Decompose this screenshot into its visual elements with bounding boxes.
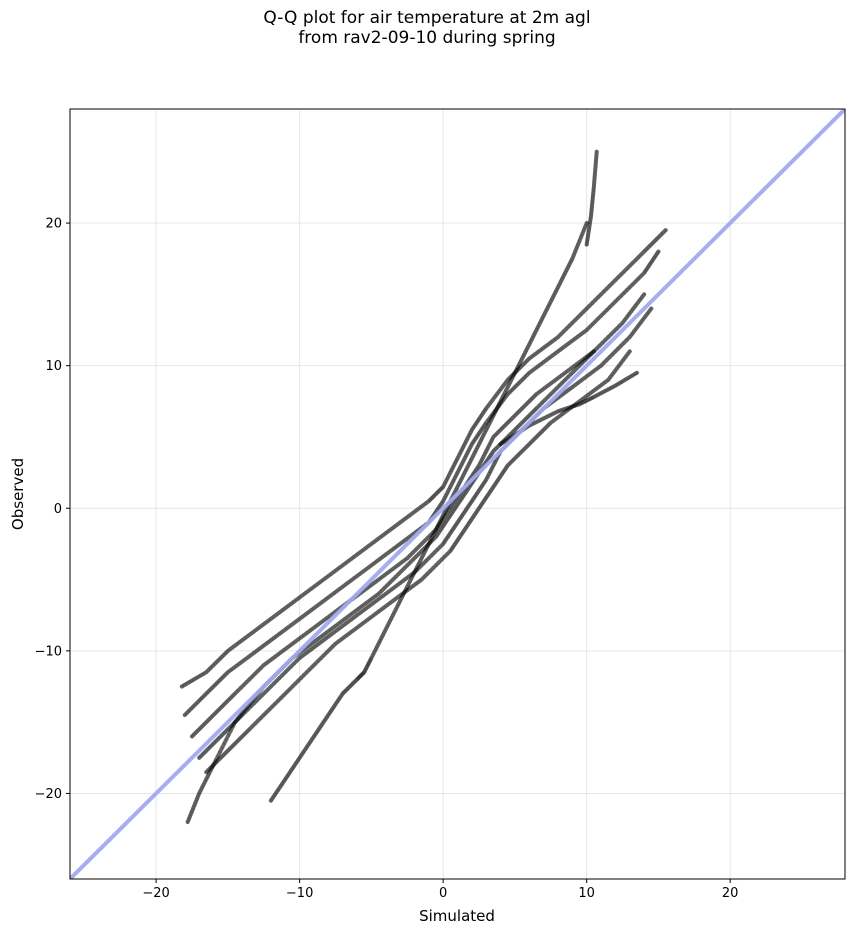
y-tick-label-0: −20: [35, 787, 62, 802]
reference-line-group: [70, 109, 845, 879]
x-axis-label: Simulated: [419, 907, 495, 925]
y-tick-label-4: 20: [45, 217, 62, 232]
reference-line: [70, 109, 845, 879]
series-5-curve: [185, 349, 596, 824]
series-0-curve: [179, 228, 668, 689]
series-6-curve: [268, 221, 589, 803]
chart-title-line-1: Q-Q plot for air temperature at 2m agl: [263, 8, 591, 28]
chart-title: Q-Q plot for air temperature at 2m agl f…: [0, 8, 854, 48]
x-tick-label-2: 0: [439, 886, 447, 901]
x-tick-label-0: −20: [142, 886, 169, 901]
series-1-curve: [182, 249, 661, 717]
series-3-curve: [197, 306, 654, 760]
chart-title-line-2: from rav2-09-10 during spring: [298, 28, 556, 48]
data-points: [179, 149, 668, 825]
y-axis-label: Observed: [9, 458, 27, 530]
series-7-curve: [498, 370, 639, 447]
series-8-curve: [584, 149, 599, 247]
y-tick-label-2: 0: [54, 502, 62, 517]
x-tick-label-3: 10: [578, 886, 595, 901]
series-4-curve: [204, 349, 632, 775]
x-tick-label-1: −10: [286, 886, 313, 901]
x-axis-ticks: −20 −10 0 10 20: [142, 879, 738, 901]
plot-frame: [69, 108, 846, 880]
y-axis-ticks: −20 −10 0 10 20: [35, 217, 70, 802]
y-tick-label-3: 10: [45, 359, 62, 374]
x-tick-label-4: 20: [722, 886, 739, 901]
series-2-curve: [190, 292, 647, 739]
y-tick-label-1: −10: [35, 644, 62, 659]
grid-lines: [70, 109, 845, 879]
